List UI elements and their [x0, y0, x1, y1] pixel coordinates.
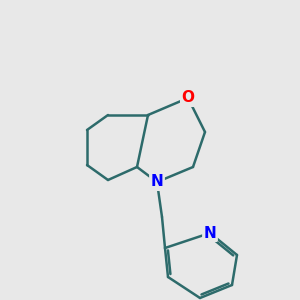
Text: N: N — [204, 226, 216, 241]
Text: O: O — [182, 91, 194, 106]
Text: N: N — [151, 175, 164, 190]
